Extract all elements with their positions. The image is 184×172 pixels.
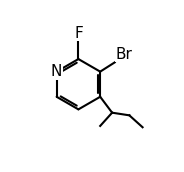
Text: F: F [74, 26, 83, 41]
Text: N: N [51, 64, 62, 79]
Text: Br: Br [115, 47, 132, 62]
